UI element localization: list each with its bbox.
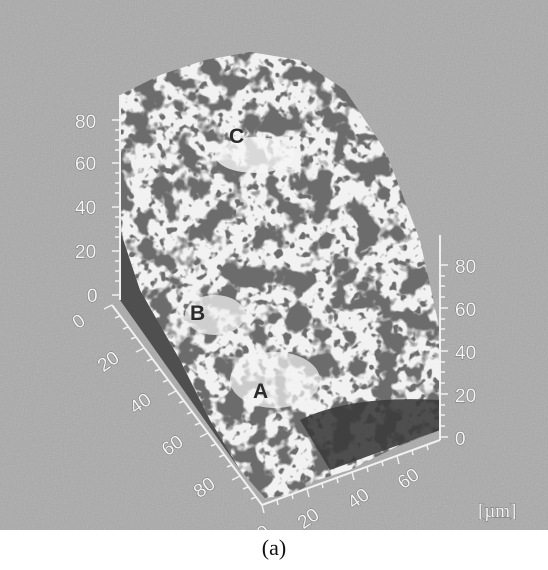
front-tick-label: 0 xyxy=(253,521,274,530)
region-label-b: B xyxy=(190,302,205,325)
axis-right: 80 60 40 20 0 xyxy=(439,235,477,450)
right-tick-label: 20 xyxy=(455,386,476,407)
left-tick-label: 0 xyxy=(87,286,98,307)
left-tick-label: 60 xyxy=(75,154,96,175)
right-tick-label: 0 xyxy=(455,429,466,450)
right-tick-label: 40 xyxy=(455,343,476,364)
surface-plot: 80 60 40 20 0 0 20 40 60 80 xyxy=(0,0,548,530)
left-tick-label: 40 xyxy=(75,198,96,219)
figure-caption: (a) xyxy=(261,535,287,560)
right-tick-label: 60 xyxy=(455,300,476,321)
axis-left: 80 60 40 20 0 xyxy=(75,95,121,307)
right-tick-label: 80 xyxy=(455,257,476,278)
left-tick-label: 20 xyxy=(75,242,96,263)
left-tick-label: 80 xyxy=(75,112,96,133)
region-label-c: C xyxy=(229,125,244,148)
region-label-a: A xyxy=(253,380,268,403)
unit-label: [µm] xyxy=(478,501,516,522)
